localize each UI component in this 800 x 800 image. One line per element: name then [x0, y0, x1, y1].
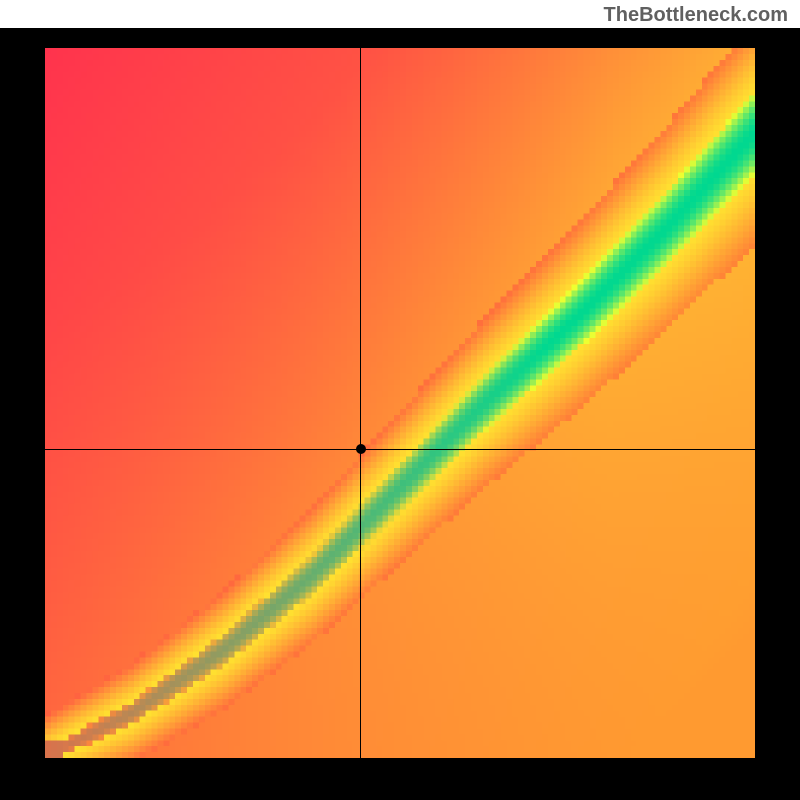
watermark-text: TheBottleneck.com [604, 4, 788, 27]
chart-outer-frame [0, 28, 800, 800]
heatmap-plot-area [45, 48, 755, 758]
heatmap-canvas [45, 48, 755, 758]
crosshair-marker [356, 444, 366, 454]
crosshair-vertical [360, 48, 361, 758]
crosshair-horizontal [45, 449, 755, 450]
